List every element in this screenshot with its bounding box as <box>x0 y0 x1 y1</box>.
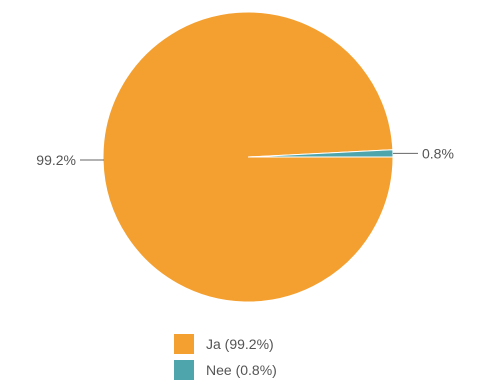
legend-swatch-ja <box>174 334 194 354</box>
legend: Ja (99.2%) Nee (0.8%) <box>174 334 277 386</box>
legend-swatch-nee <box>174 360 194 380</box>
legend-label-nee: Nee (0.8%) <box>206 362 277 378</box>
data-label-nee: 0.8% <box>422 145 454 161</box>
legend-item-ja: Ja (99.2%) <box>174 334 277 354</box>
pie-chart-canvas: 99.2% 0.8% <box>36 11 454 303</box>
legend-label-ja: Ja (99.2%) <box>206 336 274 352</box>
legend-item-nee: Nee (0.8%) <box>174 360 277 380</box>
data-label-ja: 99.2% <box>36 152 76 168</box>
